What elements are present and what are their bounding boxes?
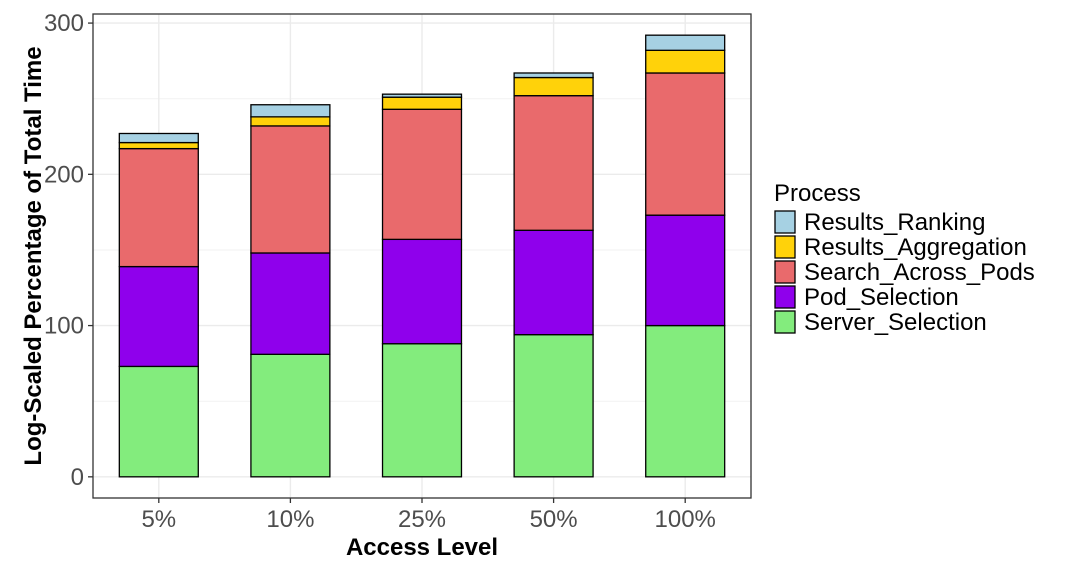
legend-key-results-aggregation [774,235,796,259]
bar-segment-server-selection [118,365,199,478]
legend-label: Pod_Selection [804,284,959,311]
bar-segment-results-aggregation [645,49,726,74]
bar-segment-server-selection [381,343,463,478]
x-axis-ticks: 5% 10% 25% 50% 100% [141,498,716,533]
bar-segment-results-ranking [381,93,463,98]
legend-label: Search_Across_Pods [804,259,1035,286]
x-tick-label: 5% [141,506,176,533]
bar-segment-results-aggregation [513,76,594,97]
y-axis-ticks: 0 100 200 300 [44,10,93,491]
bar-segment-results-ranking [118,132,199,144]
bar-segment-search-across-pods [513,95,594,231]
y-tick-label: 200 [44,161,84,188]
y-tick-label: 300 [44,10,84,37]
bar-segment-pod-selection [250,252,331,355]
y-axis-title: Log-Scaled Percentage of Total Time [20,46,47,465]
x-tick-label: 100% [655,506,716,533]
legend-label: Results_Aggregation [804,234,1027,261]
legend-title: Process [774,180,861,207]
bar-segment-results-ranking [645,34,726,51]
bar-segment-search-across-pods [250,125,331,254]
bar-segment-results-ranking [513,72,594,79]
bars [118,34,726,478]
bar-segment-results-aggregation [250,116,331,127]
bar-segment-server-selection [250,353,331,478]
legend-key-pod-selection [774,285,796,309]
legend-key-results-ranking [774,210,796,234]
bar-segment-search-across-pods [118,147,199,268]
bar-segment-server-selection [645,324,726,478]
bar-segment-search-across-pods [381,108,463,241]
legend-key-server-selection [774,310,796,334]
x-axis-title: Access Level [346,534,498,561]
legend-label: Results_Ranking [804,209,985,236]
bar-segment-pod-selection [118,265,199,368]
y-tick-label: 0 [71,464,84,491]
bar-segment-pod-selection [645,214,726,327]
x-tick-label: 50% [530,506,578,533]
bar-segment-pod-selection [381,238,463,345]
bar-segment-search-across-pods [645,72,726,216]
x-tick-label: 10% [266,506,314,533]
legend: Process Results_RankingResults_Aggregati… [774,180,1035,336]
legend-key-search-across-pods [774,260,796,284]
bar-segment-results-aggregation [381,96,463,110]
bar-segment-results-ranking [250,104,331,118]
legend-label: Server_Selection [804,309,987,336]
bar-segment-results-aggregation [118,141,199,150]
y-tick-label: 100 [44,313,84,340]
x-tick-label: 25% [398,506,446,533]
bar-segment-pod-selection [513,229,594,336]
bar-segment-server-selection [513,333,594,478]
